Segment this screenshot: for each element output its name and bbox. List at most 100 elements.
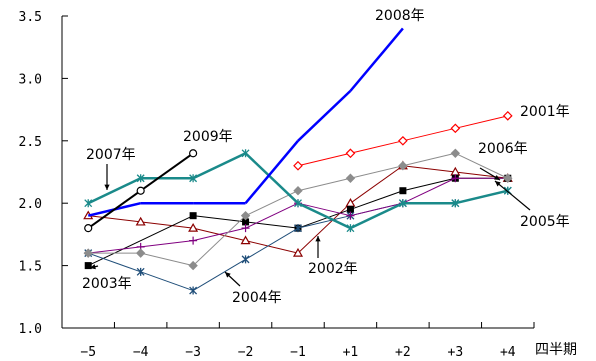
data-point (83, 248, 93, 258)
callout-arrowhead (225, 272, 231, 278)
series-line-segment (245, 221, 299, 229)
series-line-segment (244, 139, 299, 205)
series-line-segment (140, 221, 194, 229)
callout-arrowhead (315, 236, 321, 242)
data-point (189, 174, 198, 183)
series-line-segment (245, 240, 299, 254)
series-group (83, 27, 513, 295)
series-labels: 2001年 2002年 2003年 2004年 2005年 2006年 2007年 2008年… (82, 8, 570, 306)
y-tick-label: 1.5 (19, 260, 42, 275)
series-line-segment (297, 177, 351, 192)
x-tick-label: −3 (185, 345, 201, 360)
data-point (398, 199, 407, 208)
y-tick-label: 2.5 (19, 135, 42, 150)
series-line-segment (297, 215, 351, 229)
series-line-segment (402, 165, 456, 173)
series-line-segment (140, 240, 194, 248)
data-point (189, 236, 198, 245)
data-point (450, 148, 461, 158)
series-line-segment (455, 152, 508, 179)
series-line-segment (402, 177, 456, 192)
series-8 (84, 149, 198, 233)
series-line-segment (402, 177, 456, 204)
series-line-segment (192, 258, 246, 291)
data-point (293, 160, 303, 171)
data-point (241, 149, 250, 158)
series-line-segment (88, 246, 141, 254)
x-ticks: −5 −4 −3 −2 −1 +1 +2 +3 +4 (61, 322, 535, 360)
series-line-segment (350, 190, 404, 210)
series-line-segment (402, 127, 456, 142)
series-line-segment (192, 215, 246, 266)
data-point (346, 211, 355, 220)
series-line-segment (297, 202, 351, 230)
data-point (136, 267, 145, 276)
data-point (189, 286, 198, 295)
data-point (84, 199, 93, 208)
data-point (241, 224, 250, 233)
series-line-segment (297, 202, 351, 217)
x-tick-label: −2 (238, 345, 254, 360)
plot-area (61, 16, 534, 329)
series-line-segment (350, 202, 404, 217)
data-point (293, 186, 303, 196)
series-line-segment (244, 152, 299, 205)
series-label: 2004年 (232, 290, 282, 306)
data-point (398, 135, 408, 146)
y-tick-label: 3.5 (19, 10, 42, 25)
data-point (294, 224, 302, 233)
series-line-segment (88, 215, 194, 267)
series-line-segment (140, 152, 194, 192)
series-line-segment (350, 165, 404, 179)
data-point (502, 110, 513, 121)
data-point (189, 149, 198, 158)
series-label: 2006年 (478, 141, 528, 157)
data-point (135, 248, 146, 258)
series-label: 2003年 (82, 276, 132, 292)
callout-arrowhead (495, 181, 501, 187)
series-line-segment (87, 189, 142, 229)
x-tick-label: −1 (290, 345, 306, 360)
series-line-segment (140, 252, 194, 267)
series-line-segment (297, 208, 351, 229)
x-tick-label: +2 (395, 345, 411, 360)
series-line-segment (350, 140, 404, 154)
x-tick-label: −5 (80, 345, 96, 360)
series-6 (84, 149, 512, 233)
data-point (292, 247, 304, 257)
x-tick-label: −4 (133, 345, 149, 360)
data-point (136, 186, 145, 195)
x-tick-label: +1 (343, 345, 359, 360)
data-point (84, 262, 92, 270)
y-tick-label: 1.0 (19, 322, 42, 337)
series-line-segment (297, 89, 352, 142)
data-point (189, 212, 197, 220)
y-ticks: 1.0 1.5 2.0 2.5 3.0 3.5 (19, 10, 68, 337)
series-label: 2007年 (86, 147, 136, 163)
callout-arrowhead (104, 184, 110, 190)
x-tick-label: +3 (448, 345, 464, 360)
data-point (84, 224, 93, 233)
y-tick-label: 3.0 (19, 72, 42, 87)
y-tick-label: 2.0 (19, 197, 42, 212)
series-0 (293, 110, 513, 171)
data-point (242, 218, 250, 226)
data-point (503, 173, 513, 183)
data-point (450, 123, 461, 134)
series-label: 2001年 (520, 104, 570, 120)
series-line-segment (297, 152, 351, 167)
series-label: 2005年 (520, 214, 570, 230)
data-point (188, 260, 198, 271)
callout-arrowhead (90, 264, 96, 270)
data-point (345, 148, 356, 159)
callout-line (494, 180, 531, 211)
data-point (240, 235, 251, 245)
series-line-segment (455, 115, 508, 129)
series-line-segment (402, 152, 456, 167)
series-label: 2008年 (375, 8, 425, 24)
data-point (451, 199, 460, 208)
data-point (240, 210, 251, 221)
data-point (346, 224, 355, 233)
data-point (136, 174, 145, 183)
